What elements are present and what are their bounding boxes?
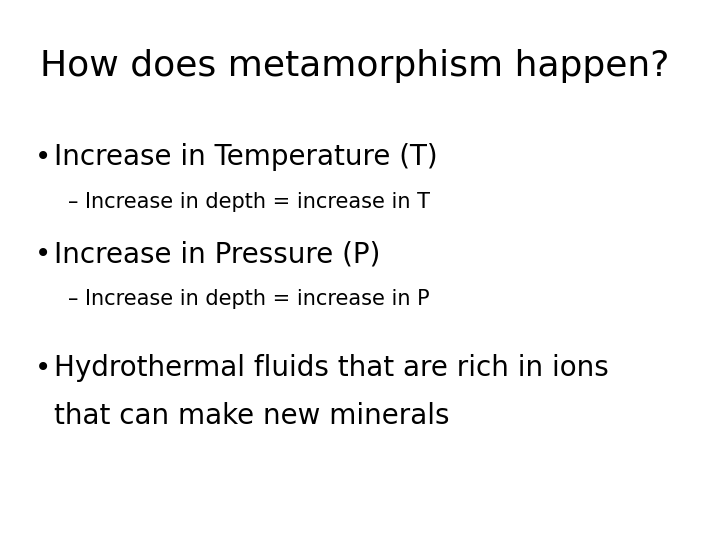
Text: – Increase in depth = increase in T: – Increase in depth = increase in T	[68, 192, 431, 212]
Text: Increase in Temperature (T): Increase in Temperature (T)	[54, 143, 438, 171]
Text: – Increase in depth = increase in P: – Increase in depth = increase in P	[68, 289, 430, 309]
Text: How does metamorphism happen?: How does metamorphism happen?	[40, 49, 669, 83]
Text: that can make new minerals: that can make new minerals	[54, 402, 449, 430]
Text: •: •	[35, 354, 51, 382]
Text: Hydrothermal fluids that are rich in ions: Hydrothermal fluids that are rich in ion…	[54, 354, 608, 382]
Text: •: •	[35, 143, 51, 171]
Text: Increase in Pressure (P): Increase in Pressure (P)	[54, 240, 380, 268]
Text: •: •	[35, 240, 51, 268]
